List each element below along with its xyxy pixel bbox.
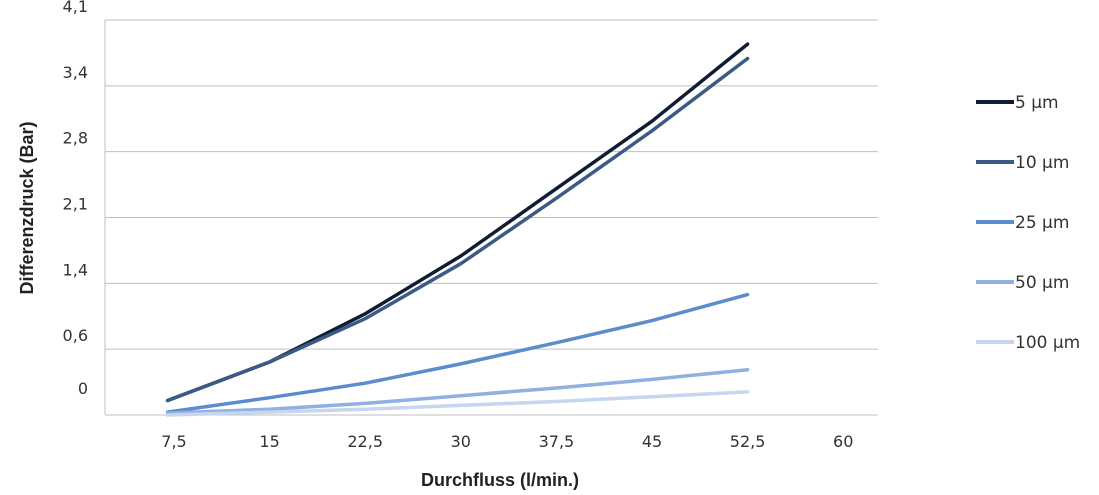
x-tick-label: 7,5: [161, 432, 186, 451]
x-tick-label: 37,5: [539, 432, 575, 451]
grid-lines: [104, 19, 878, 416]
y-tick-label: 4,1: [63, 0, 88, 16]
y-tick-labels: 0 0,6 1,4 2,1 2,8 3,4 4,1: [63, 0, 88, 398]
series-line-5: [165, 390, 750, 417]
x-tick-label: 22,5: [347, 432, 383, 451]
legend-label: 100 µm: [1015, 333, 1080, 353]
legend: 5 µm 10 µm 25 µm 50 µm 100 µm: [976, 93, 1080, 353]
legend-label: 10 µm: [1015, 153, 1069, 173]
series-line-1: [165, 42, 750, 403]
x-axis-title: Durchfluss (l/min.): [421, 470, 579, 490]
legend-label: 50 µm: [1015, 273, 1069, 293]
y-tick-label: 3,4: [63, 63, 88, 82]
y-tick-label: 1,4: [63, 260, 88, 279]
series-line-4: [165, 367, 750, 415]
legend-label: 5 µm: [1015, 93, 1059, 113]
x-tick-labels: 7,5 15 22,5 30 37,5 45 52,5 60: [161, 432, 853, 451]
legend-label: 25 µm: [1015, 213, 1069, 233]
y-tick-label: 0,6: [63, 326, 88, 345]
y-tick-label: 0: [78, 379, 88, 398]
y-tick-label: 2,8: [63, 129, 88, 148]
y-axis-title: Differenzdruck (Bar): [17, 121, 37, 294]
x-tick-label: 30: [451, 432, 471, 451]
x-tick-label: 60: [833, 432, 853, 451]
series-line-3: [165, 292, 750, 414]
series-lines: [165, 42, 750, 417]
x-tick-label: 45: [642, 432, 662, 451]
series-line-2: [165, 56, 750, 403]
x-tick-label: 52,5: [730, 432, 766, 451]
y-tick-label: 2,1: [63, 195, 88, 214]
x-tick-label: 15: [259, 432, 279, 451]
